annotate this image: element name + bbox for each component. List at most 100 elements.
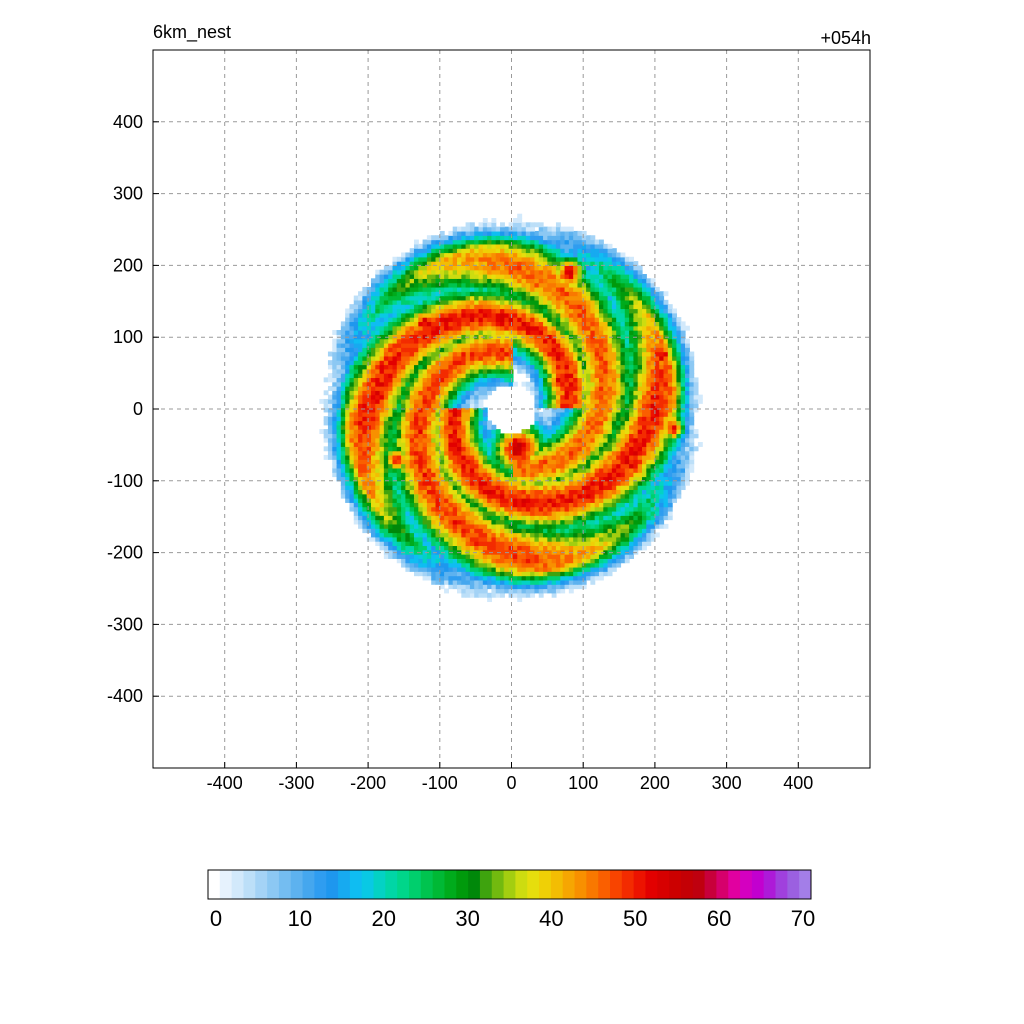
field-cell: [370, 304, 376, 310]
field-cell: [349, 407, 355, 413]
field-cell: [383, 394, 389, 400]
field-cell: [521, 472, 527, 478]
field-cell: [452, 373, 458, 379]
field-cell: [422, 312, 428, 318]
field-cell: [465, 403, 471, 409]
field-cell: [401, 355, 406, 361]
field-cell: [551, 398, 557, 404]
field-cell: [680, 347, 686, 353]
field-cell: [594, 398, 600, 404]
field-cell: [629, 549, 634, 555]
field-cell: [461, 355, 467, 361]
field-cell: [482, 424, 488, 430]
field-cell: [431, 463, 437, 469]
field-cell: [620, 368, 626, 374]
field-cell: [629, 342, 634, 348]
field-cell: [487, 571, 493, 577]
field-cell: [586, 459, 591, 465]
field-cell: [538, 592, 544, 598]
field-cell: [650, 355, 656, 361]
field-cell: [461, 407, 467, 413]
field-cell: [534, 338, 540, 344]
field-cell: [383, 528, 389, 534]
field-cell: [534, 575, 540, 581]
field-cell: [396, 437, 402, 443]
field-cell: [586, 446, 591, 452]
field-cell: [680, 450, 686, 456]
field-cell: [646, 532, 652, 538]
field-cell: [426, 545, 432, 551]
field-cell: [431, 403, 437, 409]
field-cell: [641, 364, 647, 370]
field-cell: [654, 467, 660, 473]
field-cell: [418, 368, 424, 374]
field-cell: [482, 381, 488, 387]
field-cell: [474, 523, 480, 529]
field-cell: [521, 541, 527, 547]
field-cell: [340, 390, 346, 396]
field-cell: [401, 394, 406, 400]
field-cell: [603, 528, 609, 534]
field-cell: [457, 523, 462, 529]
field-cell: [332, 394, 338, 400]
field-cell: [551, 442, 557, 447]
field-cell: [353, 381, 359, 387]
field-cell: [491, 351, 497, 357]
field-cell: [500, 355, 505, 361]
field-cell: [663, 338, 669, 344]
field-cell: [547, 476, 553, 482]
field-cell: [586, 442, 591, 447]
field-cell: [633, 373, 639, 379]
field-cell: [457, 463, 462, 469]
field-cell: [504, 325, 510, 331]
field-cell: [332, 347, 338, 353]
field-cell: [581, 355, 587, 361]
field-cell: [487, 338, 493, 344]
field-cell: [633, 403, 639, 409]
field-cell: [564, 381, 570, 387]
field-cell: [680, 411, 686, 417]
field-cell: [616, 541, 622, 547]
field-cell: [388, 390, 394, 396]
field-cell: [667, 368, 673, 374]
field-cell: [409, 472, 415, 478]
field-cell: [478, 338, 484, 344]
field-cell: [568, 312, 574, 318]
field-cell: [487, 381, 493, 387]
field-cell: [418, 450, 424, 456]
field-cell: [680, 407, 686, 413]
field-cell: [349, 355, 355, 361]
field-cell: [517, 502, 523, 508]
field-cell: [525, 355, 531, 361]
field-cell: [607, 373, 613, 379]
field-cell: [482, 467, 488, 473]
field-cell: [478, 355, 484, 361]
field-cell: [504, 317, 510, 323]
field-cell: [469, 489, 475, 495]
field-cell: [620, 373, 626, 379]
field-cell: [521, 502, 527, 508]
field-cell: [495, 381, 501, 387]
field-cell: [491, 506, 497, 512]
field-cell: [530, 528, 536, 534]
field-cell: [345, 373, 351, 379]
field-cell: [512, 463, 518, 469]
field-cell: [448, 364, 454, 370]
field-cell: [577, 381, 583, 387]
field-cell: [637, 351, 643, 357]
field-cell: [448, 528, 454, 534]
field-cell: [370, 364, 376, 370]
field-cell: [543, 506, 548, 512]
field-cell: [521, 558, 527, 564]
field-cell: [362, 364, 368, 370]
field-cell: [573, 437, 579, 443]
field-cell: [379, 515, 385, 521]
field-cell: [551, 489, 557, 495]
field-cell: [538, 489, 544, 495]
field-cell: [560, 510, 566, 516]
field-cell: [392, 502, 398, 508]
field-cell: [392, 467, 398, 473]
field-cell: [590, 317, 596, 323]
field-cell: [491, 528, 497, 534]
field-cell: [353, 429, 359, 435]
